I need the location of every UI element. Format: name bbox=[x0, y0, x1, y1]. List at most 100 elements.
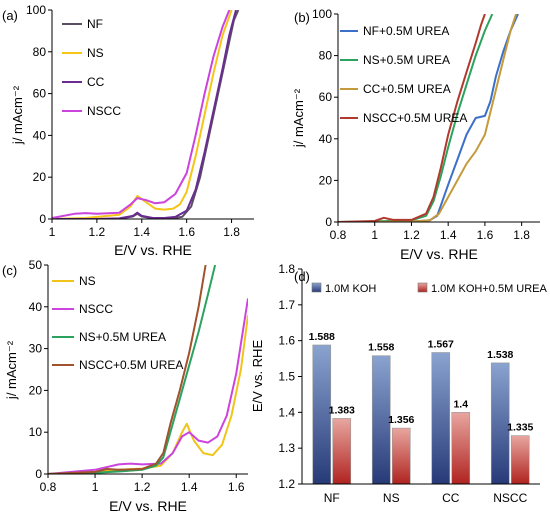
panel-a-y-tick-label-2: 40 bbox=[33, 128, 47, 142]
panel-d-y-axis-label: E/V vs. RHE bbox=[250, 340, 265, 413]
panel-d-y-tick-label-4: 1.6 bbox=[278, 334, 295, 348]
panel-b-y-tick-label-0: 0 bbox=[325, 215, 332, 229]
panel-d: (d)1.5881.383NF1.5581.356NS1.5671.4CC1.5… bbox=[250, 262, 548, 505]
panel-b-legend-label-1: NS+0.5M UREA bbox=[363, 53, 450, 67]
panel-c-legend-label-3: NSCC+0.5M UREA bbox=[79, 358, 183, 372]
panel-d-data-label-0-2: 1.567 bbox=[428, 338, 454, 350]
panel-c-legend: NS NSCC NS+0.5M UREA NSCC+0.5M UREA bbox=[52, 274, 183, 372]
panel-c-y-tick-label-5: 50 bbox=[29, 258, 43, 272]
panel-b-series-line-2 bbox=[338, 14, 518, 222]
panel-a: (a) 1 1.2 1.4 1.6 1.8 0 20 40 60 80 100 E/V vs. RHE j… bbox=[2, 3, 254, 258]
panel-b-tag: (b) bbox=[294, 10, 310, 25]
panel-c-y-axis-label: j/ mAcm⁻² bbox=[4, 340, 19, 400]
panel-d-data-label-0-1: 1.558 bbox=[368, 342, 394, 354]
panel-b-y-tick-label-4: 80 bbox=[319, 49, 333, 63]
panel-d-category-label-0: NF bbox=[324, 491, 340, 505]
panel-a-y-tick-label-3: 60 bbox=[33, 87, 47, 101]
panel-c-y-tick-label-4: 40 bbox=[29, 300, 43, 314]
panel-a-y-tick-label-4: 80 bbox=[33, 45, 47, 59]
panel-d-y-tick-label-1: 1.3 bbox=[278, 441, 295, 455]
panel-b-series-line-3 bbox=[338, 14, 486, 222]
panel-d-y-tick-label-6: 1.8 bbox=[278, 262, 295, 276]
panel-b-x-tick-label-1: 1 bbox=[371, 228, 378, 242]
panel-d-bar-1-1 bbox=[391, 427, 411, 485]
panel-d-data-label-1-0: 1.383 bbox=[329, 404, 355, 416]
panel-d-data-label-0-3: 1.538 bbox=[487, 349, 513, 361]
panel-c-series-line-3 bbox=[48, 265, 207, 474]
panel-c: (c) 0.8 1 1.2 1.4 1.6 0 10 20 30 40 50 E/V vs. RHE j/… bbox=[2, 258, 248, 514]
panel-c-y-tick-label-3: 30 bbox=[29, 342, 43, 356]
panel-c-y-tick-label-1: 10 bbox=[29, 425, 43, 439]
panel-b-x-axis-label: E/V vs. RHE bbox=[400, 246, 478, 262]
panel-c-y-tick-label-0: 0 bbox=[35, 467, 42, 481]
panel-d-y-tick-label-3: 1.5 bbox=[278, 370, 295, 384]
panel-b-x-tick-label-5: 1.8 bbox=[513, 228, 530, 242]
panel-a-series-line-0 bbox=[52, 10, 240, 219]
panel-d-legend: 1.0M KOH 1.0M KOH+0.5M UREA bbox=[311, 282, 548, 295]
panel-c-x-tick-label-0: 0.8 bbox=[40, 480, 57, 494]
panel-d-legend-label-0: 1.0M KOH bbox=[325, 283, 376, 295]
panel-b: (b) 0.8 1 1.2 1.4 1.6 1.8 0 20 40 60 80 100 E/V vs. R… bbox=[291, 7, 540, 262]
panel-b-y-axis-label: j/ mAcm⁻² bbox=[291, 88, 306, 148]
panel-d-category-label-3: NSCC bbox=[493, 491, 527, 505]
panel-d-category-label-1: NS bbox=[383, 491, 400, 505]
panel-d-y-tick-label-2: 1.4 bbox=[278, 405, 295, 419]
panel-a-x-tick-label-3: 1.6 bbox=[178, 225, 195, 239]
panel-c-legend-label-1: NSCC bbox=[79, 302, 113, 316]
panel-d-legend-swatch-1 bbox=[417, 282, 428, 293]
panel-c-tag: (c) bbox=[2, 263, 17, 278]
panel-a-x-tick-label-1: 1.2 bbox=[89, 225, 106, 239]
panel-d-y-tick-label-5: 1.7 bbox=[278, 298, 295, 312]
panel-d-bar-1-3 bbox=[510, 435, 530, 485]
panel-a-y-axis-label: j/ mAcm⁻² bbox=[10, 85, 25, 145]
panel-d-bar-0-2 bbox=[431, 352, 451, 485]
panel-d-legend-swatch-0 bbox=[311, 282, 322, 293]
panel-a-series-line-3 bbox=[52, 10, 231, 219]
panel-a-y-tick-label-0: 0 bbox=[39, 212, 46, 226]
panel-c-x-tick-label-2: 1.2 bbox=[134, 480, 151, 494]
panel-c-legend-label-0: NS bbox=[79, 274, 96, 288]
panel-a-y-tick-label-1: 20 bbox=[33, 170, 47, 184]
panel-d-category-label-2: CC bbox=[442, 491, 460, 505]
panel-a-x-tick-label-4: 1.8 bbox=[223, 225, 240, 239]
panel-b-legend-label-0: NF+0.5M UREA bbox=[363, 24, 449, 38]
panel-b-x-tick-label-0: 0.8 bbox=[330, 228, 347, 242]
panel-d-data-label-1-3: 1.335 bbox=[507, 422, 533, 434]
panel-a-legend-label-2: CC bbox=[87, 75, 105, 89]
panel-c-legend-label-2: NS+0.5M UREA bbox=[79, 330, 166, 344]
panel-b-y-tick-label-3: 60 bbox=[319, 90, 333, 104]
panel-a-x-tick-label-0: 1 bbox=[49, 225, 56, 239]
panel-b-legend-label-3: NSCC+0.5M UREA bbox=[363, 111, 467, 125]
panel-b-legend: NF+0.5M UREA NS+0.5M UREA CC+0.5M UREA NSCC… bbox=[340, 24, 467, 125]
panel-d-bar-1-2 bbox=[451, 412, 471, 485]
panel-a-x-axis-label: E/V vs. RHE bbox=[114, 242, 192, 258]
panel-a-series-line-2 bbox=[52, 10, 237, 219]
panel-a-series-line-1 bbox=[52, 10, 233, 219]
panel-c-x-axis-label: E/V vs. RHE bbox=[109, 498, 187, 514]
panel-d-bar-1-0 bbox=[332, 418, 352, 485]
panel-a-x-tick-label-2: 1.4 bbox=[133, 225, 150, 239]
panel-b-x-tick-label-4: 1.6 bbox=[477, 228, 494, 242]
panel-c-x-tick-label-4: 1.6 bbox=[228, 480, 245, 494]
panel-a-legend-label-0: NF bbox=[87, 17, 103, 31]
panel-d-y-tick-label-0: 1.2 bbox=[278, 477, 295, 491]
panel-b-y-tick-label-2: 40 bbox=[319, 132, 333, 146]
panel-c-y-tick-label-2: 20 bbox=[29, 383, 43, 397]
panel-a-legend-label-3: NSCC bbox=[87, 104, 121, 118]
panel-d-data-label-0-0: 1.588 bbox=[309, 331, 335, 343]
panel-b-x-tick-label-2: 1.2 bbox=[403, 228, 420, 242]
panel-b-x-tick-label-3: 1.4 bbox=[440, 228, 457, 242]
panel-a-y-tick-label-5: 100 bbox=[26, 3, 46, 17]
panel-d-legend-label-1: 1.0M KOH+0.5M UREA bbox=[431, 283, 548, 295]
panel-d-data-label-1-2: 1.4 bbox=[453, 398, 468, 410]
panel-c-x-tick-label-3: 1.4 bbox=[181, 480, 198, 494]
panel-c-series-line-1 bbox=[48, 298, 248, 474]
panel-d-data-label-1-1: 1.356 bbox=[388, 414, 414, 426]
panel-b-y-tick-label-5: 100 bbox=[312, 7, 332, 21]
panel-a-legend-label-1: NS bbox=[87, 46, 104, 60]
panel-c-x-tick-label-1: 1 bbox=[92, 480, 99, 494]
panel-b-y-tick-label-1: 20 bbox=[319, 173, 333, 187]
panel-b-legend-label-2: CC+0.5M UREA bbox=[363, 82, 451, 96]
